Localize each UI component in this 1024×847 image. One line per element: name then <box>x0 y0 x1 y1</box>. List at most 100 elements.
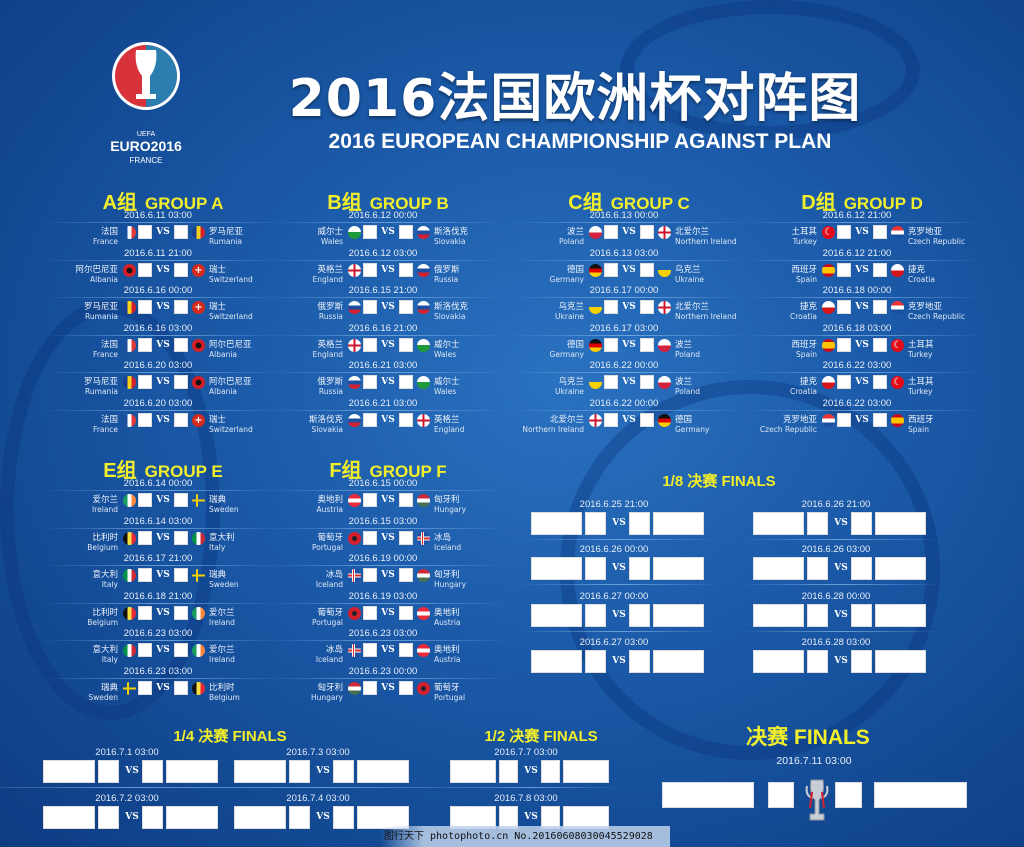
home-score-box[interactable] <box>837 262 851 277</box>
away-team-box[interactable] <box>563 760 609 783</box>
home-score-box[interactable] <box>138 412 152 427</box>
away-score-box[interactable] <box>174 375 188 389</box>
home-team-box[interactable] <box>531 557 582 580</box>
home-score-box[interactable] <box>138 643 152 657</box>
away-score-box[interactable] <box>873 262 887 277</box>
home-team-box[interactable] <box>234 760 286 783</box>
away-score-box[interactable] <box>851 650 872 673</box>
home-score-box[interactable] <box>585 604 606 627</box>
home-score-box[interactable] <box>585 557 606 580</box>
away-score-box[interactable] <box>399 412 413 427</box>
home-score-box[interactable] <box>585 512 606 535</box>
final-away-team-box[interactable] <box>874 782 967 808</box>
home-team-box[interactable] <box>531 512 582 535</box>
home-score-box[interactable] <box>138 262 152 277</box>
away-score-box[interactable] <box>640 412 654 427</box>
away-score-box[interactable] <box>629 512 650 535</box>
home-score-box[interactable] <box>138 225 152 239</box>
away-score-box[interactable] <box>873 412 887 427</box>
home-score-box[interactable] <box>98 760 119 783</box>
away-score-box[interactable] <box>640 375 654 389</box>
away-score-box[interactable] <box>174 680 188 695</box>
away-team-box[interactable] <box>875 650 926 673</box>
home-team-box[interactable] <box>531 650 582 673</box>
home-score-box[interactable] <box>138 605 152 620</box>
home-score-box[interactable] <box>363 337 377 352</box>
home-score-box[interactable] <box>837 225 851 239</box>
home-score-box[interactable] <box>837 412 851 427</box>
away-score-box[interactable] <box>174 225 188 239</box>
home-score-box[interactable] <box>138 568 152 582</box>
away-score-box[interactable] <box>174 412 188 427</box>
final-home-team-box[interactable] <box>662 782 754 808</box>
away-score-box[interactable] <box>399 262 413 277</box>
away-score-box[interactable] <box>640 300 654 314</box>
away-score-box[interactable] <box>629 557 650 580</box>
away-score-box[interactable] <box>333 806 354 829</box>
home-score-box[interactable] <box>363 568 377 582</box>
away-score-box[interactable] <box>174 300 188 314</box>
away-score-box[interactable] <box>399 493 413 507</box>
away-score-box[interactable] <box>174 493 188 507</box>
away-score-box[interactable] <box>174 530 188 545</box>
home-score-box[interactable] <box>604 225 618 239</box>
final-away-score-box[interactable] <box>835 782 862 808</box>
away-score-box[interactable] <box>174 605 188 620</box>
home-score-box[interactable] <box>138 680 152 695</box>
away-score-box[interactable] <box>174 568 188 582</box>
home-score-box[interactable] <box>138 337 152 352</box>
away-score-box[interactable] <box>399 375 413 389</box>
home-score-box[interactable] <box>363 300 377 314</box>
home-score-box[interactable] <box>807 512 828 535</box>
home-score-box[interactable] <box>604 337 618 352</box>
home-score-box[interactable] <box>807 650 828 673</box>
home-team-box[interactable] <box>43 760 95 783</box>
away-score-box[interactable] <box>399 530 413 545</box>
home-team-box[interactable] <box>753 650 804 673</box>
away-score-box[interactable] <box>399 680 413 695</box>
home-team-box[interactable] <box>43 806 95 829</box>
away-score-box[interactable] <box>142 760 163 783</box>
away-score-box[interactable] <box>399 337 413 352</box>
away-score-box[interactable] <box>640 225 654 239</box>
away-team-box[interactable] <box>357 760 409 783</box>
away-team-box[interactable] <box>653 604 704 627</box>
home-score-box[interactable] <box>604 412 618 427</box>
away-score-box[interactable] <box>174 262 188 277</box>
away-team-box[interactable] <box>875 512 926 535</box>
home-score-box[interactable] <box>363 225 377 239</box>
home-score-box[interactable] <box>363 680 377 695</box>
away-score-box[interactable] <box>851 604 872 627</box>
home-score-box[interactable] <box>363 412 377 427</box>
away-score-box[interactable] <box>174 643 188 657</box>
home-score-box[interactable] <box>837 337 851 352</box>
home-score-box[interactable] <box>363 530 377 545</box>
away-team-box[interactable] <box>875 604 926 627</box>
away-score-box[interactable] <box>399 605 413 620</box>
home-score-box[interactable] <box>363 262 377 277</box>
home-score-box[interactable] <box>98 806 119 829</box>
home-score-box[interactable] <box>138 300 152 314</box>
away-score-box[interactable] <box>851 512 872 535</box>
away-score-box[interactable] <box>629 604 650 627</box>
final-home-score-box[interactable] <box>768 782 794 808</box>
away-score-box[interactable] <box>873 337 887 352</box>
away-score-box[interactable] <box>333 760 354 783</box>
away-team-box[interactable] <box>653 650 704 673</box>
home-score-box[interactable] <box>604 300 618 314</box>
away-score-box[interactable] <box>174 337 188 352</box>
away-team-box[interactable] <box>653 512 704 535</box>
home-score-box[interactable] <box>138 493 152 507</box>
home-score-box[interactable] <box>363 493 377 507</box>
away-team-box[interactable] <box>875 557 926 580</box>
away-score-box[interactable] <box>873 375 887 389</box>
away-score-box[interactable] <box>541 760 560 783</box>
away-score-box[interactable] <box>399 300 413 314</box>
home-score-box[interactable] <box>363 643 377 657</box>
home-team-box[interactable] <box>234 806 286 829</box>
away-team-box[interactable] <box>166 760 218 783</box>
home-score-box[interactable] <box>604 375 618 389</box>
away-score-box[interactable] <box>629 650 650 673</box>
home-score-box[interactable] <box>138 375 152 389</box>
home-score-box[interactable] <box>604 262 618 277</box>
